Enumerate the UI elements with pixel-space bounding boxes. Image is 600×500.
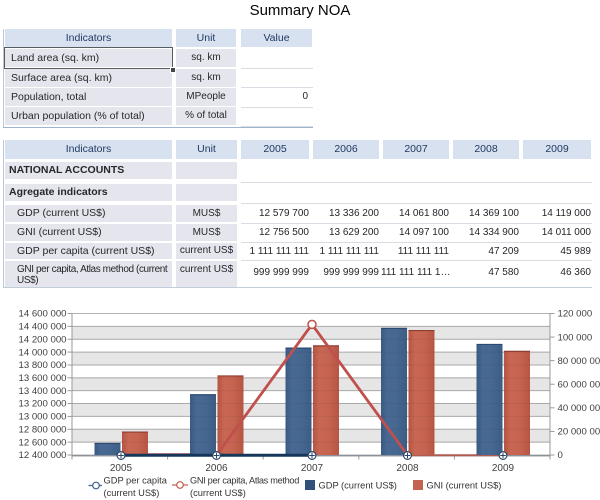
svg-text:14 000 000: 14 000 000 bbox=[18, 347, 66, 358]
svg-text:GDP per capita: GDP per capita bbox=[104, 476, 168, 486]
svg-text:2009: 2009 bbox=[492, 463, 515, 474]
svg-text:0: 0 bbox=[558, 450, 563, 461]
svg-text:40 000 000: 40 000 000 bbox=[558, 403, 600, 414]
svg-text:14 600 000: 14 600 000 bbox=[18, 309, 66, 320]
svg-text:13 000 000: 13 000 000 bbox=[18, 412, 66, 423]
svg-text:(current US$): (current US$) bbox=[104, 488, 160, 498]
svg-text:13 200 000: 13 200 000 bbox=[18, 399, 66, 410]
svg-text:12 400 000: 12 400 000 bbox=[18, 450, 66, 461]
svg-text:14 400 000: 14 400 000 bbox=[18, 322, 66, 333]
svg-text:12 800 000: 12 800 000 bbox=[18, 424, 66, 435]
svg-text:13 600 000: 13 600 000 bbox=[18, 373, 66, 384]
svg-text:2008: 2008 bbox=[396, 463, 419, 474]
svg-text:2006: 2006 bbox=[205, 463, 228, 474]
svg-text:13 400 000: 13 400 000 bbox=[18, 386, 66, 397]
svg-text:20 000 000: 20 000 000 bbox=[558, 427, 600, 438]
svg-text:14 200 000: 14 200 000 bbox=[18, 334, 66, 345]
svg-text:80 000 000: 80 000 000 bbox=[558, 356, 600, 367]
svg-text:GNI per capita, Atlas method: GNI per capita, Atlas method bbox=[190, 476, 299, 486]
svg-text:13 800 000: 13 800 000 bbox=[18, 360, 66, 371]
svg-text:GNI (current US$): GNI (current US$) bbox=[427, 481, 502, 491]
svg-text:60 000 000: 60 000 000 bbox=[558, 379, 600, 390]
svg-text:100 000: 100 000 bbox=[558, 332, 593, 343]
svg-text:2005: 2005 bbox=[110, 463, 133, 474]
svg-text:12 600 000: 12 600 000 bbox=[18, 437, 66, 448]
svg-text:(current US$): (current US$) bbox=[190, 488, 246, 498]
svg-text:GDP (current US$): GDP (current US$) bbox=[319, 481, 397, 491]
svg-text:2007: 2007 bbox=[301, 463, 324, 474]
svg-text:120 000: 120 000 bbox=[558, 309, 593, 320]
